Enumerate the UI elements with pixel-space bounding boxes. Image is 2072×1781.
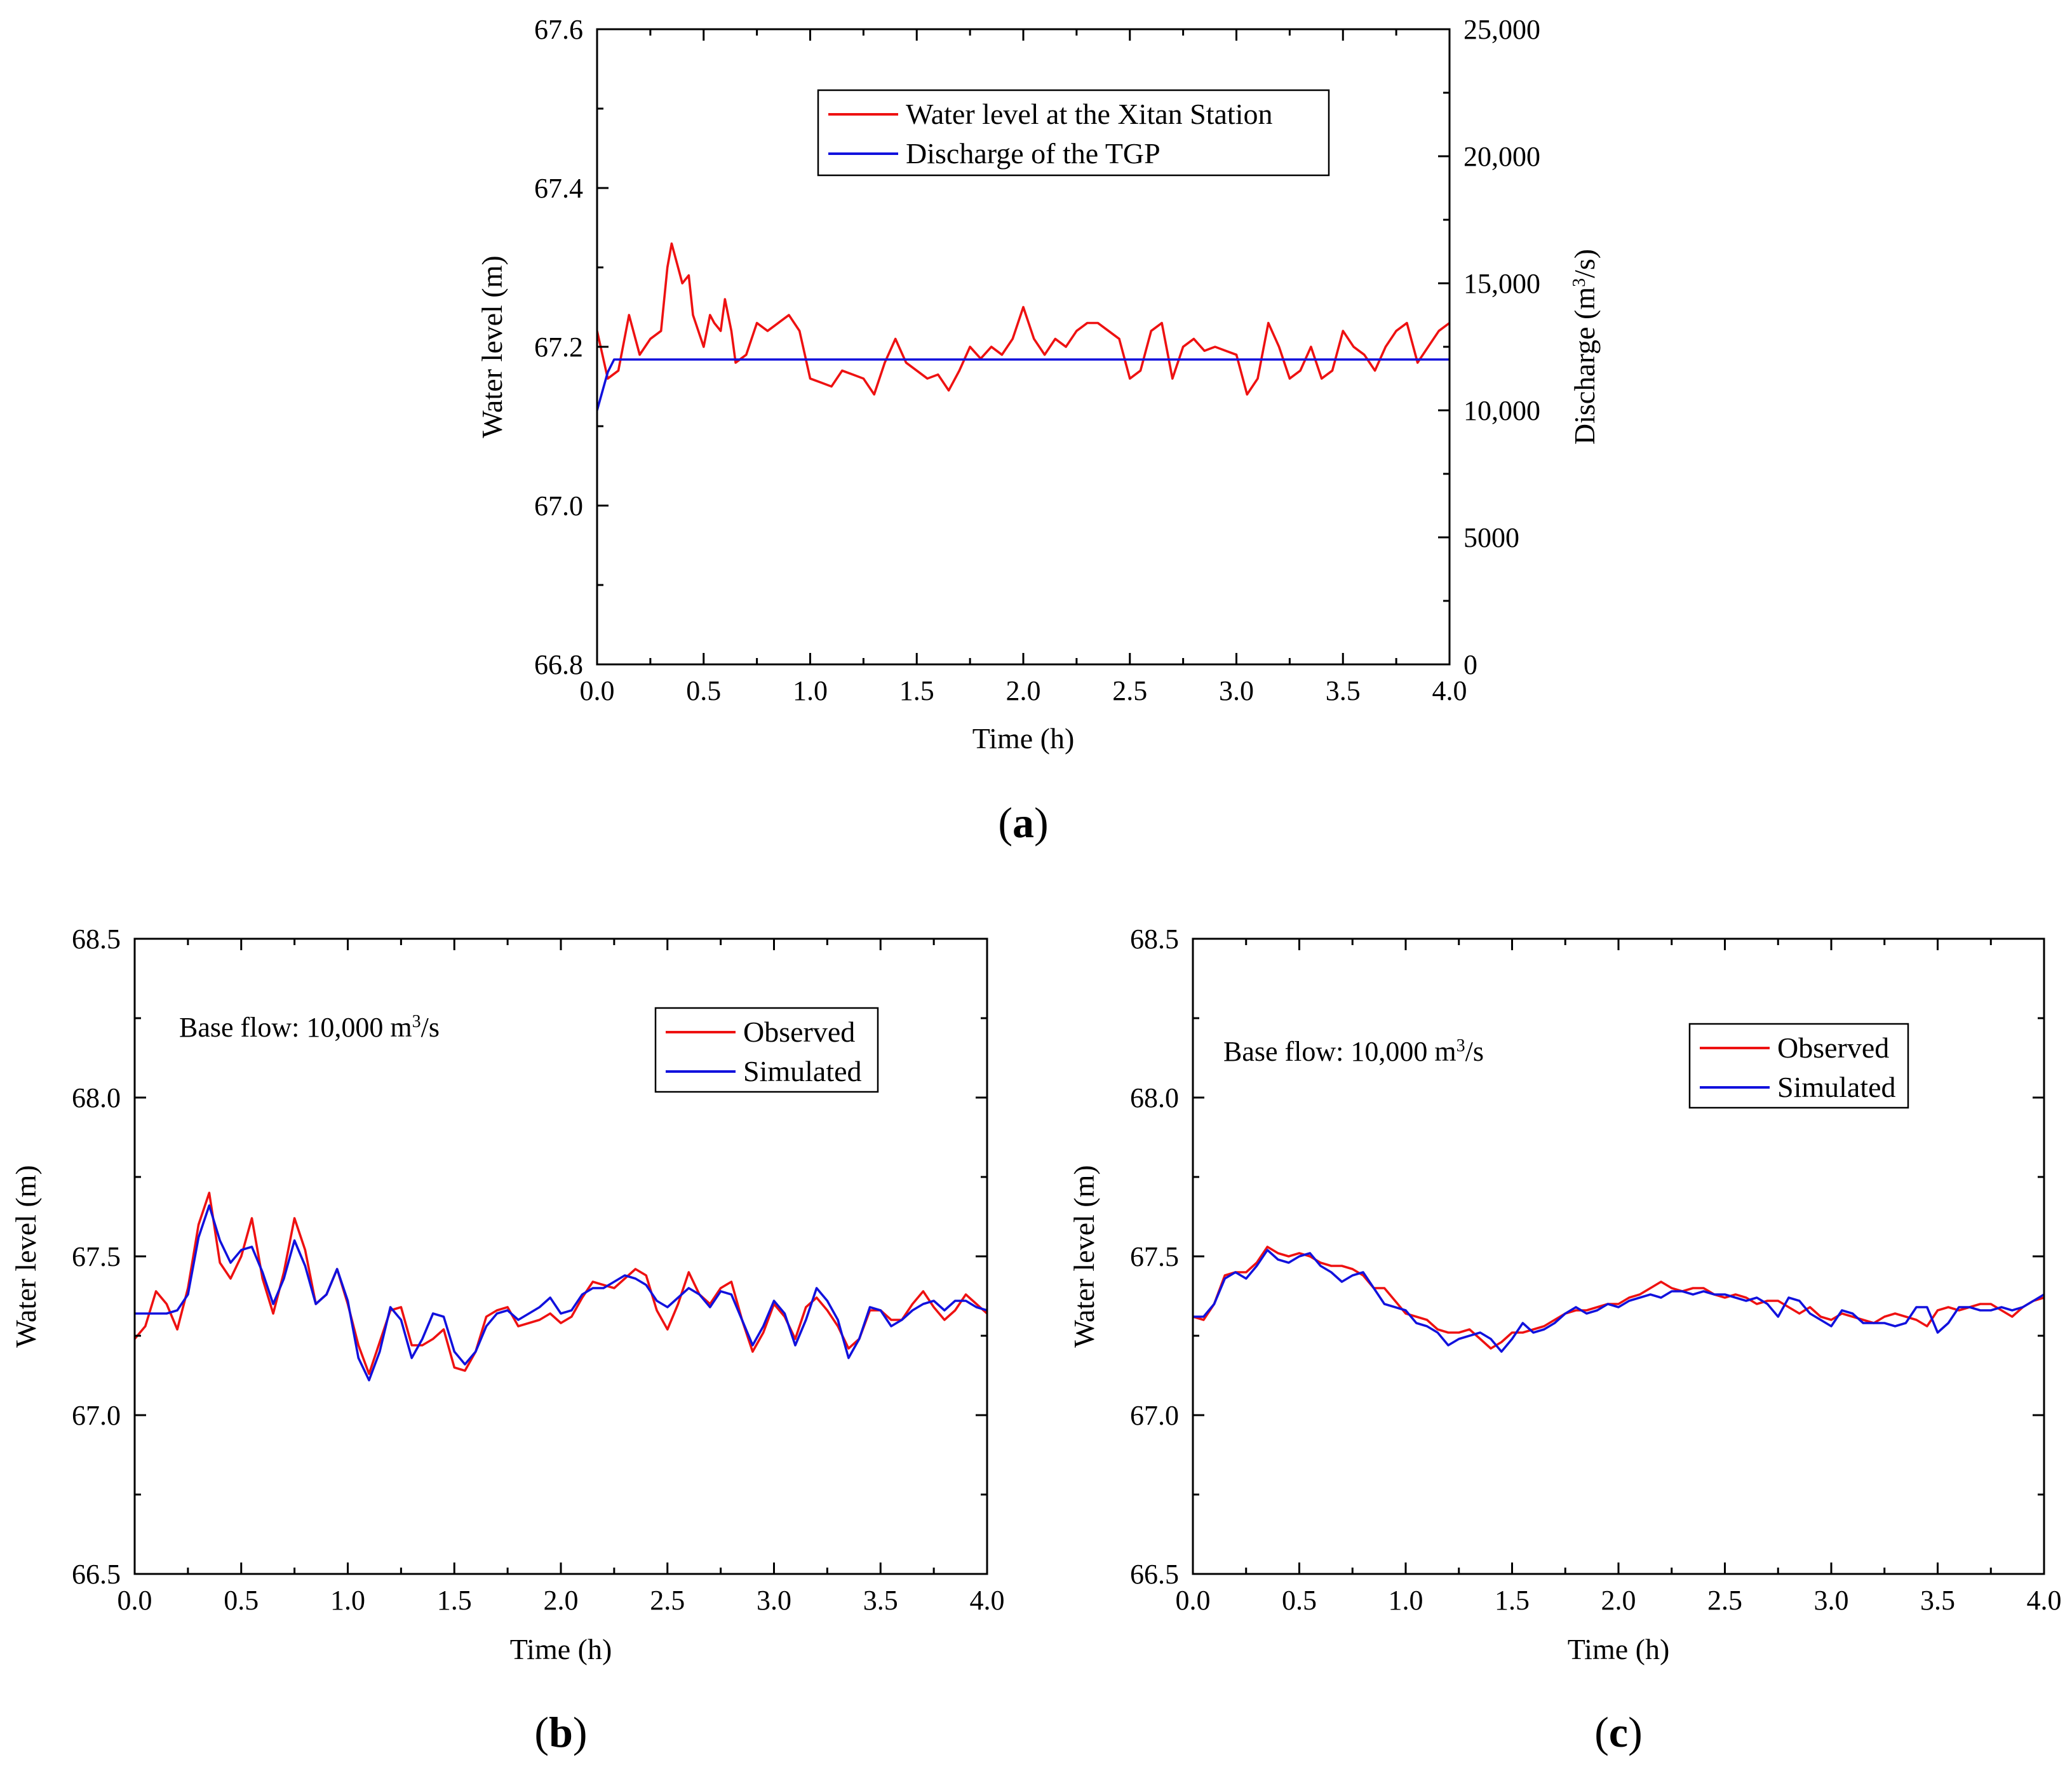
panel-label: (a): [998, 798, 1048, 847]
x-tick-label: 3.5: [1326, 675, 1361, 706]
y-tick-label: 68.5: [1130, 924, 1179, 955]
y-right-tick-label: 0: [1463, 649, 1477, 680]
y-tick-label: 68.5: [72, 924, 121, 955]
x-tick-label: 0.5: [686, 675, 721, 706]
x-tick-label: 0.5: [1282, 1585, 1317, 1616]
y-right-tick-label: 15,000: [1463, 268, 1540, 299]
series-line-simulated: [135, 1204, 987, 1381]
panel-label: (b): [534, 1708, 587, 1756]
y-right-axis-label: Discharge (m3/s): [1568, 249, 1601, 445]
y-tick-label: 66.5: [1130, 1559, 1179, 1590]
base-flow-annotation: Base flow: 10,000 m3/s: [1223, 1036, 1484, 1068]
legend-label: Discharge of the TGP: [906, 137, 1160, 170]
y-tick-label: 67.0: [72, 1400, 121, 1431]
chart-panel-c: 0.0 0.5 1.0 1.5 2.0 2.5 3.0 3.5 4.0 66.5 67.0 67.5 6…: [1068, 924, 2062, 1756]
legend-label: Observed: [1777, 1032, 1889, 1064]
legend-label: Observed: [743, 1016, 855, 1048]
y-tick-label: 68.0: [72, 1082, 121, 1113]
x-tick-label: 1.0: [330, 1585, 365, 1616]
y-right-tick-label: 20,000: [1463, 141, 1540, 172]
series-line-simulated: [1193, 1249, 2044, 1353]
chart-panel-a: 0.0 0.5 1.0 1.5 2.0 2.5 3.0 3.5 4.0 66.8 67.0 67.2 6…: [476, 14, 1601, 847]
y-right-tick-label: 10,000: [1463, 395, 1540, 426]
x-tick-label: 1.0: [1389, 1585, 1423, 1616]
y-right-tick-label: 25,000: [1463, 14, 1540, 45]
y-tick-label: 67.5: [1130, 1241, 1179, 1272]
legend-box: [654, 1007, 879, 1093]
x-tick-label: 3.5: [863, 1585, 898, 1616]
x-tick-label: 3.0: [757, 1585, 791, 1616]
x-tick-label: 0.0: [580, 675, 615, 706]
legend: Water level at the Xitan Station Discharg…: [817, 89, 1330, 177]
x-tick-label: 2.0: [544, 1585, 579, 1616]
y-tick-label: 67.0: [1130, 1400, 1179, 1431]
chart-panel-b: 0.0 0.5 1.0 1.5 2.0 2.5 3.0 3.5 4.0 66.5 67.0 67.5 6…: [10, 924, 1005, 1756]
y-axis-label: Water level (m): [10, 1165, 42, 1347]
x-tick-label: 3.5: [1920, 1585, 1955, 1616]
x-tick-label: 4.0: [2027, 1585, 2062, 1616]
y-tick-label: 67.5: [72, 1241, 121, 1272]
x-tick-label: 4.0: [1432, 675, 1467, 706]
y-tick-label: 66.5: [72, 1559, 121, 1590]
legend-box: [817, 89, 1330, 177]
x-tick-label: 3.0: [1219, 675, 1254, 706]
series-line-observed: [1193, 1246, 2044, 1350]
legend: Observed Simulated: [1688, 1023, 1909, 1109]
legend-box: [1688, 1023, 1909, 1109]
y-tick-label: 67.0: [534, 490, 583, 521]
y-tick-label: 66.8: [534, 649, 583, 680]
plot-frame: [1192, 938, 2045, 1575]
y-tick-label: 67.6: [534, 14, 583, 45]
x-tick-label: 1.5: [1495, 1585, 1530, 1616]
legend-label: Simulated: [743, 1055, 862, 1087]
x-axis-label: Time (h): [510, 1633, 612, 1665]
x-tick-label: 2.0: [1601, 1585, 1636, 1616]
x-axis-label: Time (h): [1568, 1633, 1670, 1665]
series-line-discharge-of-the-tgp: [597, 358, 1450, 411]
x-tick-label: 4.0: [970, 1585, 1005, 1616]
panel-label: (c): [1594, 1708, 1643, 1756]
base-flow-annotation: Base flow: 10,000 m3/s: [179, 1012, 440, 1044]
x-tick-label: 3.0: [1814, 1585, 1849, 1616]
x-tick-label: 1.5: [899, 675, 934, 706]
x-tick-label: 1.0: [793, 675, 828, 706]
legend-label: Simulated: [1777, 1071, 1896, 1103]
y-tick-label: 67.4: [534, 173, 583, 204]
series-line-water-level-at-the-xitan-station: [597, 242, 1450, 396]
x-tick-label: 0.5: [224, 1585, 259, 1616]
x-tick-label: 1.5: [437, 1585, 472, 1616]
y-right-tick-label: 5000: [1463, 522, 1519, 553]
legend-label: Water level at the Xitan Station: [906, 98, 1273, 130]
x-tick-label: 2.5: [1707, 1585, 1742, 1616]
x-tick-label: 0.0: [118, 1585, 152, 1616]
x-axis-label: Time (h): [972, 722, 1075, 755]
x-tick-label: 2.5: [650, 1585, 685, 1616]
legend: Observed Simulated: [654, 1007, 879, 1093]
y-tick-label: 67.2: [534, 332, 583, 363]
x-tick-label: 2.5: [1112, 675, 1147, 706]
x-tick-label: 2.0: [1006, 675, 1041, 706]
x-tick-label: 0.0: [1176, 1585, 1211, 1616]
y-axis-label: Water level (m): [1068, 1165, 1100, 1347]
y-tick-label: 68.0: [1130, 1082, 1179, 1113]
y-axis-label: Water level (m): [476, 255, 508, 438]
series-line-observed: [135, 1192, 987, 1375]
